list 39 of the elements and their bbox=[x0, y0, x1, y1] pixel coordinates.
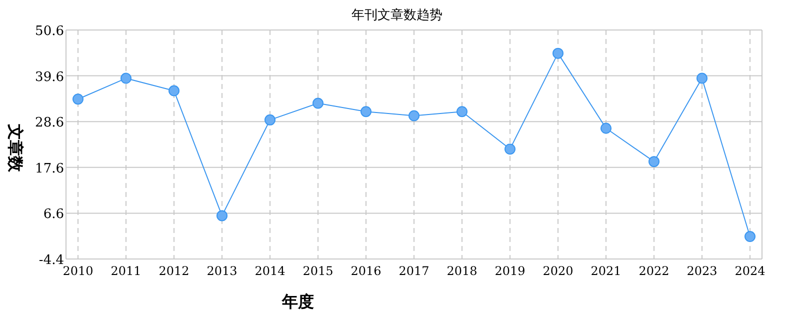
x-tick-label: 2010 bbox=[62, 264, 94, 278]
point bbox=[504, 144, 516, 155]
y-tick-label: 17.6 bbox=[35, 161, 64, 176]
point bbox=[648, 156, 660, 168]
x-tick-label: 2013 bbox=[206, 264, 238, 278]
point bbox=[408, 110, 420, 122]
y-axis-title: 文章数 bbox=[6, 123, 25, 173]
y-tick-label: 50.6 bbox=[35, 24, 64, 39]
point bbox=[216, 210, 228, 222]
point bbox=[72, 94, 84, 105]
point bbox=[264, 114, 276, 126]
x-tick-label: 2020 bbox=[542, 264, 574, 278]
point bbox=[312, 98, 324, 109]
point bbox=[696, 72, 708, 84]
point bbox=[744, 231, 756, 242]
point bbox=[456, 106, 468, 118]
y-tick-label: -4.4 bbox=[38, 253, 64, 268]
y-tick-label: 28.6 bbox=[35, 116, 64, 131]
x-tick-label: 2024 bbox=[734, 264, 766, 278]
point bbox=[360, 106, 372, 118]
point bbox=[168, 85, 180, 96]
x-axis-title: 年度 bbox=[281, 292, 314, 311]
x-tick-label: 2019 bbox=[494, 264, 526, 278]
chart-title: 年刊文章数趋势 bbox=[352, 8, 442, 23]
x-tick-label: 2014 bbox=[254, 264, 286, 278]
x-tick-label: 2011 bbox=[110, 264, 142, 278]
x-tick-label: 2017 bbox=[398, 264, 430, 278]
y-tick-label: 39.6 bbox=[35, 70, 64, 85]
point bbox=[120, 72, 132, 84]
x-tick-label: 2021 bbox=[590, 264, 622, 278]
point bbox=[552, 48, 564, 59]
y-tick-label: 6.6 bbox=[43, 207, 64, 222]
x-tick-label: 2023 bbox=[686, 264, 718, 278]
x-tick-label: 2012 bbox=[158, 264, 190, 278]
point bbox=[600, 122, 612, 134]
x-tick-label: 2016 bbox=[350, 264, 382, 278]
x-tick-label: 2018 bbox=[446, 264, 478, 278]
x-tick-label: 2022 bbox=[638, 264, 670, 278]
x-tick-label: 2015 bbox=[302, 264, 334, 278]
